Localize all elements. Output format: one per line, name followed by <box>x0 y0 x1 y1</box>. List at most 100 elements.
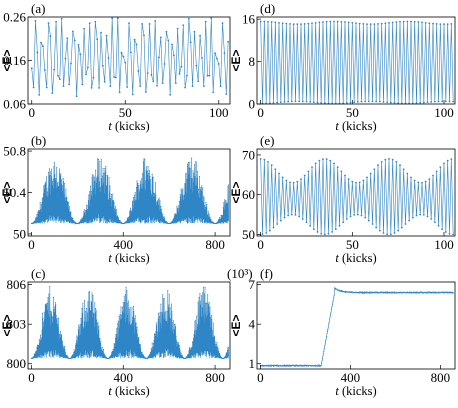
data-point <box>173 333 175 335</box>
data-point <box>349 101 352 104</box>
data-point <box>87 321 89 323</box>
y-tick-label: 800 <box>7 356 27 371</box>
data-point <box>329 20 332 23</box>
x-tick-label: 0 <box>257 105 264 120</box>
data-point <box>54 179 56 181</box>
data-point <box>177 207 179 209</box>
data-point <box>123 312 125 314</box>
data-point <box>46 302 48 305</box>
data-point <box>55 20 57 23</box>
data-point <box>120 314 122 316</box>
data-point <box>82 215 84 217</box>
data-point <box>110 199 112 201</box>
data-point <box>66 196 68 198</box>
data-point <box>327 232 330 235</box>
data-point <box>61 179 63 181</box>
data-point <box>75 343 77 345</box>
data-point <box>54 302 56 304</box>
x-axis-label: t (kicks) <box>108 384 149 398</box>
data-point <box>411 216 414 219</box>
data-point <box>203 196 205 198</box>
data-point <box>328 321 330 323</box>
data-point <box>155 330 157 333</box>
data-point <box>410 291 412 293</box>
data-point <box>89 199 91 202</box>
data-point <box>189 41 192 44</box>
data-point <box>197 171 199 173</box>
data-point <box>158 56 160 59</box>
data-point <box>345 101 348 104</box>
data-point <box>179 194 181 196</box>
data-point <box>333 162 335 165</box>
data-point <box>118 315 120 317</box>
data-point <box>417 21 420 23</box>
data-point <box>272 364 274 366</box>
data-point <box>217 346 219 348</box>
data-point <box>115 333 117 335</box>
data-point <box>355 22 357 25</box>
data-point <box>68 83 71 86</box>
data-point <box>54 174 56 176</box>
data-point <box>58 338 60 340</box>
data-point <box>145 170 147 172</box>
data-point <box>129 306 131 308</box>
data-point <box>199 189 201 191</box>
data-point <box>180 352 182 354</box>
data-point <box>192 178 194 180</box>
data-point <box>369 23 372 26</box>
data-point <box>323 348 325 350</box>
data-point <box>160 205 162 207</box>
data-point <box>226 349 229 351</box>
data-point <box>102 182 105 184</box>
data-point <box>446 23 449 25</box>
data-point <box>42 318 44 320</box>
data-point <box>289 23 291 25</box>
data-point <box>100 348 102 350</box>
data-point <box>136 186 138 189</box>
y-tick-label: 1 <box>249 356 256 371</box>
data-point <box>340 170 343 173</box>
data-point <box>97 158 99 160</box>
data-point <box>86 66 89 69</box>
data-point <box>373 23 376 25</box>
data-point <box>64 349 66 351</box>
data-point <box>347 178 350 180</box>
data-point <box>53 311 55 314</box>
data-point <box>321 360 323 362</box>
data-point <box>57 323 59 326</box>
data-point <box>199 34 201 37</box>
data-point <box>105 185 107 187</box>
data-point <box>151 350 153 352</box>
data-point <box>90 195 92 197</box>
data-point <box>314 21 317 24</box>
data-point <box>225 353 227 355</box>
data-point <box>259 20 262 23</box>
data-point <box>88 22 91 24</box>
data-point <box>285 179 288 182</box>
data-point <box>118 91 121 94</box>
data-point <box>314 162 317 165</box>
data-point <box>77 343 79 345</box>
data-point <box>199 304 201 306</box>
data-point <box>178 344 180 346</box>
data-point <box>94 312 96 314</box>
data-point <box>300 23 302 25</box>
data-point <box>61 347 63 349</box>
data-point <box>93 313 95 315</box>
data-point <box>322 21 324 23</box>
data-point <box>259 158 262 160</box>
data-point <box>76 336 78 338</box>
data-point <box>54 306 56 308</box>
data-point <box>204 20 207 23</box>
data-point <box>194 176 196 178</box>
data-point <box>100 31 102 34</box>
data-point <box>188 174 190 176</box>
data-point <box>272 365 274 367</box>
data-point <box>292 23 295 25</box>
data-point <box>207 294 209 296</box>
x-axis-unit: (kicks) <box>112 384 150 398</box>
data-point <box>159 322 161 325</box>
data-point <box>198 319 200 321</box>
data-point <box>103 353 105 355</box>
data-point <box>370 292 372 294</box>
